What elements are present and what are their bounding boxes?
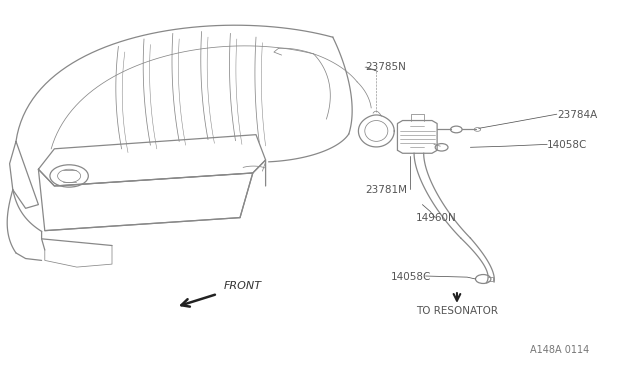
Text: TO RESONATOR: TO RESONATOR xyxy=(416,306,498,315)
Text: 14058C: 14058C xyxy=(390,272,431,282)
Text: 23785N: 23785N xyxy=(365,62,406,72)
Text: 23781M: 23781M xyxy=(365,185,407,195)
Text: 14960N: 14960N xyxy=(416,213,457,222)
Text: 14058C: 14058C xyxy=(547,140,588,150)
Text: 23784A: 23784A xyxy=(557,110,597,120)
Text: FRONT: FRONT xyxy=(224,281,262,291)
Text: A148A 0114: A148A 0114 xyxy=(529,345,589,355)
